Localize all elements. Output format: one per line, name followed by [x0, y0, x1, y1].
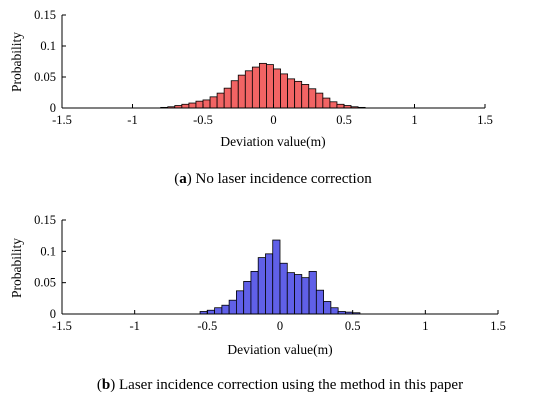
x-axis-label-a: Deviation value(m): [220, 134, 325, 149]
caption-b-text: Laser incidence correction using the met…: [119, 377, 463, 393]
x-tick-label: -1: [129, 319, 139, 333]
y-tick-label: 0.05: [34, 276, 56, 290]
x-tick-label: 0: [270, 113, 276, 127]
y-tick-label: 0.1: [40, 39, 56, 53]
histogram-bar: [221, 304, 230, 315]
histogram-bar: [279, 262, 288, 315]
histogram-bar: [257, 257, 266, 315]
y-tick-label: 0.15: [34, 213, 56, 227]
x-tick-label: -1.5: [52, 113, 72, 127]
y-axis-label-b: Probability: [9, 238, 24, 298]
y-axis-label-a: Probability: [9, 32, 24, 92]
histogram-bar: [250, 270, 259, 315]
x-axis-label-b: Deviation value(m): [227, 342, 332, 357]
x-tick-label: 0.5: [336, 113, 352, 127]
x-tick-label: -0.5: [197, 319, 217, 333]
histogram-bar: [181, 103, 190, 109]
histogram-bar: [216, 92, 225, 109]
histogram-bar: [214, 307, 223, 315]
x-tick-label: 1.5: [490, 319, 506, 333]
axes-a: [61, 14, 486, 109]
x-tick-label: 1: [422, 319, 428, 333]
x-tick-label: 0: [277, 319, 283, 333]
histogram-bar: [323, 301, 332, 315]
histogram-bar: [322, 97, 331, 109]
x-tick-label: 0.5: [345, 319, 361, 333]
histogram-bar: [243, 281, 252, 315]
y-tick-labels-a: 0 0.05 0.1 0.15: [34, 8, 56, 115]
histogram-bar: [188, 102, 197, 109]
histogram-bar: [244, 70, 253, 109]
caption-a: (a) No laser incidence correction: [174, 171, 372, 187]
x-tick-label: -1: [127, 113, 137, 127]
caption-b-letter: b: [102, 377, 110, 393]
y-tick-labels-b: 0 0.05 0.1 0.15: [34, 213, 56, 321]
histogram-bar: [258, 62, 267, 109]
histogram-bar: [223, 87, 232, 109]
histogram-bar: [330, 307, 339, 315]
x-tick-label: -0.5: [193, 113, 213, 127]
histogram-bar: [195, 100, 204, 109]
histogram-bar: [235, 290, 245, 315]
y-tick-label: 0.15: [34, 8, 56, 22]
chart-panel-a: -1.5 -1 -0.5 0 0.5 1 1.5 0 0.05 0.1 0.15 Deviatio…: [9, 8, 493, 187]
x-tick-label: 1: [411, 113, 417, 127]
x-tick-labels-b: -1.5 -1 -0.5 0 0.5 1 1.5: [52, 319, 506, 333]
histogram-bar: [315, 92, 324, 109]
x-tick-labels-a: -1.5 -1 -0.5 0 0.5 1 1.5: [52, 113, 493, 127]
histogram-bar: [266, 64, 274, 109]
histogram-bar: [265, 253, 274, 315]
histogram-bar: [251, 66, 260, 109]
histogram-bar: [336, 103, 345, 109]
histogram-bar: [308, 88, 317, 109]
x-tick-label: -1.5: [52, 319, 72, 333]
caption-a-text: No laser incidence correction: [196, 171, 373, 187]
histogram-bar: [315, 289, 324, 315]
histogram-bar: [294, 274, 303, 315]
histogram-bar: [329, 101, 338, 109]
histogram-bar: [301, 84, 310, 109]
y-tick-label: 0: [50, 101, 56, 115]
x-tick-label: 1.5: [477, 113, 493, 127]
histogram-bar: [228, 299, 237, 315]
histogram-bar: [308, 270, 317, 315]
histogram-bar: [286, 272, 295, 315]
histogram-bar: [294, 80, 303, 109]
chart-panel-b: -1.5 -1 -0.5 0 0.5 1 1.5 0 0.05 0.1 0.15 Deviatio…: [9, 213, 506, 393]
histogram-bar: [230, 80, 239, 109]
histogram-bar: [206, 309, 216, 315]
caption-a-letter: a: [179, 171, 187, 187]
histogram-bar: [273, 68, 281, 109]
histogram-bar: [280, 73, 288, 109]
histogram-bar: [202, 99, 211, 109]
histogram-bar: [209, 96, 218, 109]
bars-b: [199, 239, 361, 315]
histogram-bar: [237, 74, 246, 109]
bars-a: [160, 62, 366, 109]
histogram-bar: [287, 78, 296, 109]
axes-b: [61, 219, 499, 315]
y-tick-label: 0: [50, 307, 56, 321]
histogram-bar: [301, 277, 310, 315]
y-tick-label: 0.1: [40, 244, 56, 258]
histogram-bar: [272, 239, 281, 315]
caption-b: (b) Laser incidence correction using the…: [97, 377, 463, 393]
y-tick-label: 0.05: [34, 70, 56, 84]
